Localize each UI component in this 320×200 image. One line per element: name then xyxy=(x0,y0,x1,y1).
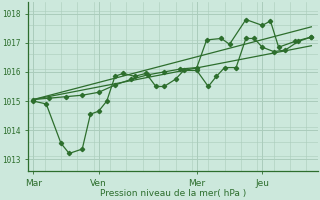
X-axis label: Pression niveau de la mer( hPa ): Pression niveau de la mer( hPa ) xyxy=(100,189,246,198)
